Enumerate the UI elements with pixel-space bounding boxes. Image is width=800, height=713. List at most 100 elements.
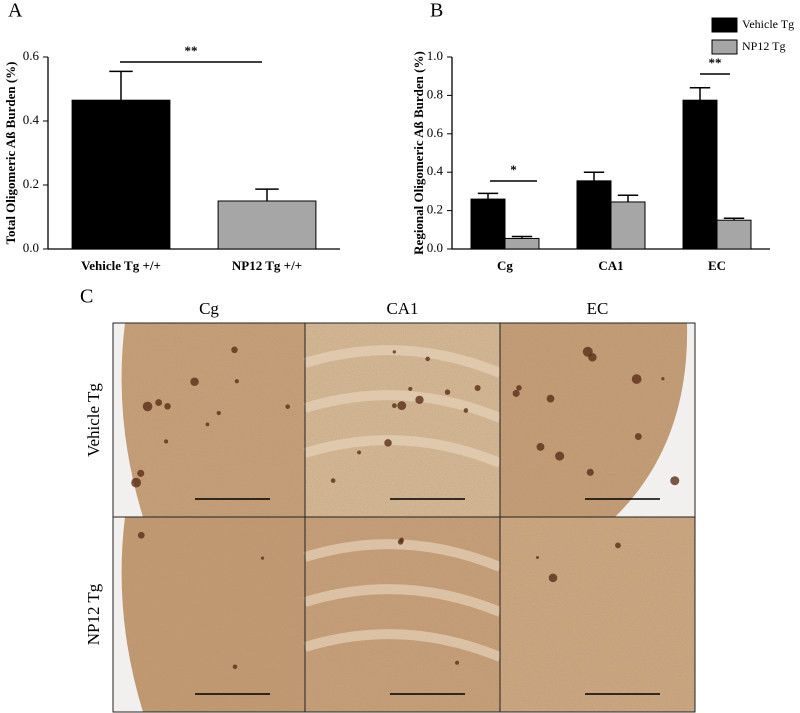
bar: [610, 201, 646, 250]
row-label: Vehicle Tg: [84, 383, 103, 457]
plaque: [164, 402, 171, 410]
legend-swatch: [711, 17, 738, 33]
x-tick-label: EC: [708, 258, 726, 273]
plaque: [330, 478, 336, 483]
plaque: [555, 451, 565, 461]
background: [113, 323, 143, 517]
plaque: [634, 433, 642, 441]
y-tick-label: 0.2: [427, 202, 443, 217]
micrograph: [499, 516, 696, 713]
plaque: [164, 439, 169, 444]
plaque: [190, 377, 199, 387]
plaque: [216, 410, 221, 416]
plaque: [444, 389, 451, 395]
x-tick-label: Cg: [497, 258, 513, 273]
plaque: [142, 401, 153, 412]
plaque: [588, 352, 597, 362]
plaque: [357, 450, 362, 455]
micrograph: [303, 322, 502, 518]
plaque: [408, 386, 413, 391]
bar: [682, 99, 718, 250]
column-label: EC: [587, 299, 609, 318]
tissue-grain: [500, 517, 695, 712]
panel-label: C: [80, 286, 93, 308]
plaque: [415, 395, 424, 405]
background: [113, 517, 143, 712]
plaque: [205, 422, 210, 427]
column-label: Cg: [199, 299, 219, 318]
micrograph: [499, 322, 696, 518]
x-tick-label: CA1: [598, 258, 623, 273]
y-tick-label: 0.0: [427, 240, 443, 255]
plaque: [586, 468, 594, 476]
plaque: [260, 556, 265, 560]
bar: [71, 99, 171, 250]
x-tick-label: NP12 Tg +/+: [232, 258, 302, 273]
significance-label: *: [510, 162, 517, 177]
plaque: [384, 439, 392, 447]
background: [615, 323, 695, 517]
significance-label: **: [185, 43, 198, 58]
plaque: [425, 356, 430, 362]
y-axis-label: Total Oligomeric Aß Burden (%): [3, 62, 18, 245]
tissue-band: [303, 629, 502, 662]
plaque: [391, 403, 397, 409]
plaque: [137, 469, 145, 477]
tissue-band: [303, 390, 502, 423]
tissue-grain: [113, 517, 305, 712]
y-tick-label: 0.6: [23, 48, 40, 63]
plaque: [155, 399, 163, 406]
micrograph: [303, 516, 502, 713]
y-tick-label: 0.4: [427, 163, 444, 178]
plaque: [536, 556, 540, 560]
plaque: [516, 385, 522, 391]
plaque: [463, 408, 469, 413]
plaque: [392, 350, 396, 354]
y-tick-label: 0.4: [23, 112, 40, 127]
plaque: [615, 542, 621, 549]
bar: [576, 180, 612, 250]
plaque: [397, 539, 404, 545]
micrograph: [112, 516, 306, 713]
plaque: [631, 374, 642, 384]
plaque: [474, 385, 481, 392]
tissue-band: [303, 539, 502, 572]
y-tick-label: 0.6: [427, 125, 444, 140]
bar: [217, 200, 317, 250]
bar: [716, 219, 752, 250]
y-tick-label: 1.0: [427, 48, 443, 63]
y-tick-label: 0.2: [23, 176, 39, 191]
image-border: [499, 516, 696, 713]
plaque: [512, 389, 520, 397]
tissue-band: [303, 584, 502, 617]
plaque: [131, 477, 142, 488]
plaque: [536, 442, 545, 451]
y-tick-label: 0.0: [23, 240, 39, 255]
micrograph: [112, 322, 306, 518]
plaque: [546, 394, 555, 403]
row-label: NP12 Tg: [84, 583, 103, 645]
x-tick-label: Vehicle Tg +/+: [81, 258, 161, 273]
bar: [504, 237, 540, 250]
tissue-grain: [113, 323, 305, 517]
legend-label: Vehicle Tg: [742, 17, 794, 31]
column-label: CA1: [386, 299, 418, 318]
plaque: [285, 404, 290, 409]
y-tick-label: 0.8: [427, 86, 443, 101]
plaque: [397, 401, 407, 411]
plaque: [661, 377, 665, 381]
plaque: [670, 476, 680, 486]
tissue-band: [303, 435, 502, 468]
plaque: [455, 660, 460, 665]
y-axis-label: Regional Oligomeric Aß Burden (%): [411, 51, 426, 255]
panel-label: B: [430, 0, 443, 22]
panel-label: A: [8, 0, 23, 22]
plaque: [137, 531, 145, 539]
significance-label: **: [709, 55, 722, 70]
plaque: [548, 573, 558, 583]
plaque: [234, 379, 239, 384]
legend-swatch: [711, 39, 738, 55]
plaque: [232, 664, 238, 670]
plaque: [231, 346, 238, 354]
